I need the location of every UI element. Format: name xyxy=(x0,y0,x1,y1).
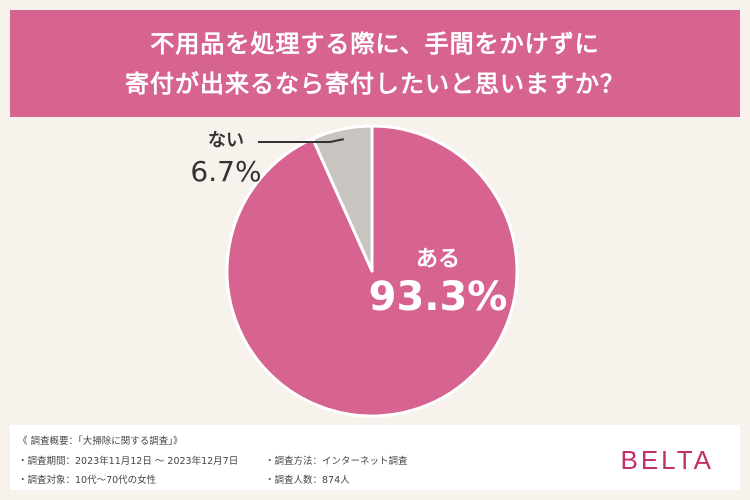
survey-target: ・調査対象：10代～70代の女性 xyxy=(18,475,157,486)
slice-label-yes: ある xyxy=(416,247,460,272)
pie-chart: ある 93.3% ない 6.7% xyxy=(190,124,519,418)
slice-value-yes: 93.3% xyxy=(369,274,508,320)
survey-footer: 《 調査概要：「大掃除に関する調査」》 ・調査期間：2023年11月12日 ～ … xyxy=(10,425,740,490)
title-line-1: 不用品を処理する際に、手間をかけずに xyxy=(150,29,600,58)
leader-line-no xyxy=(258,138,345,143)
survey-period: ・調査期間：2023年11月12日 ～ 2023年12月7日 xyxy=(18,456,239,467)
survey-method: ・調査方法：インターネット調査 xyxy=(265,456,408,467)
slice-label-no: ない xyxy=(208,130,244,151)
pie-slice-no xyxy=(311,124,374,273)
title-line-2: 寄付が出来るなら寄付したいと思いますか？ xyxy=(125,69,625,98)
slice-value-no: 6.7% xyxy=(190,155,261,188)
survey-count: ・調査人数：874人 xyxy=(265,475,350,486)
belta-logo: BELTA xyxy=(620,445,714,475)
title-banner: 不用品を処理する際に、手間をかけずに 寄付が出来るなら寄付したいと思いますか？ xyxy=(10,10,740,117)
survey-overview: 《 調査概要：「大掃除に関する調査」》 xyxy=(18,436,183,447)
